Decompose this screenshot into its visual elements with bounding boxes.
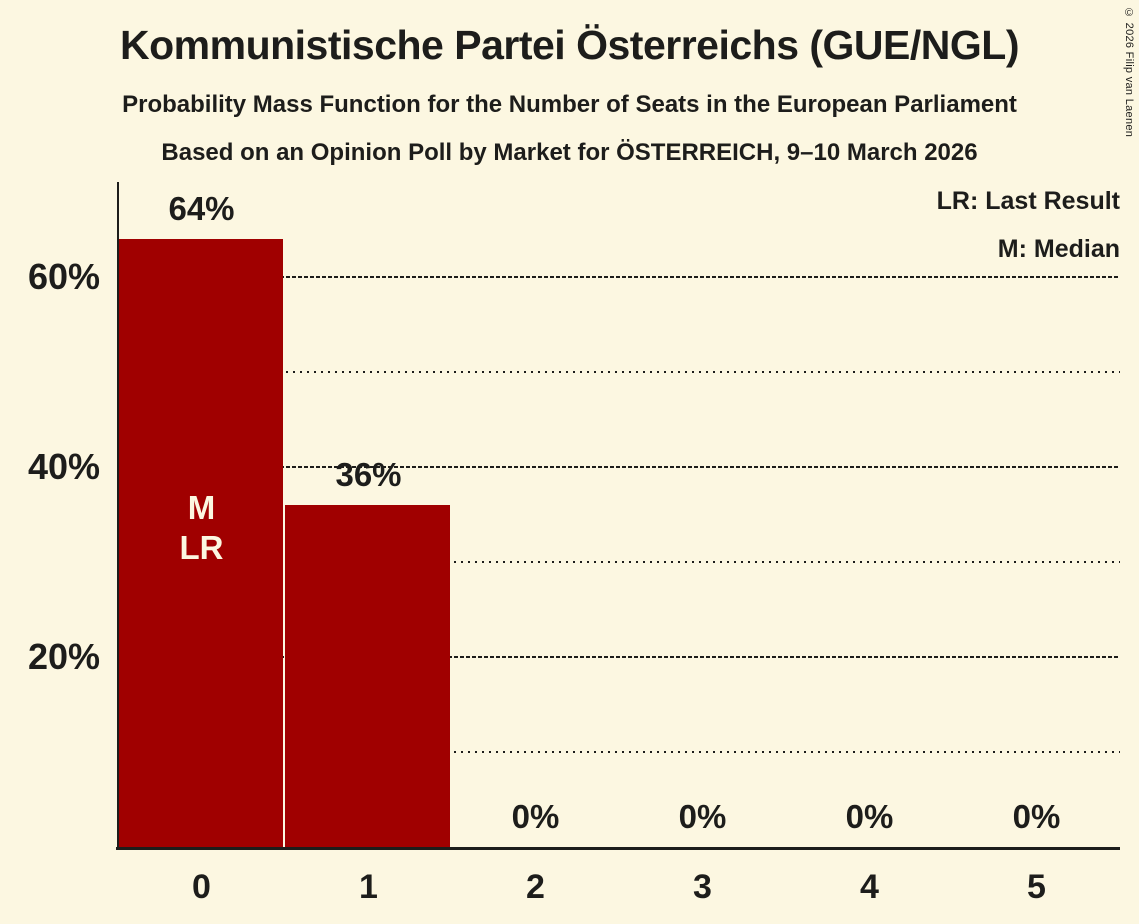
median-last-result-annotation: M LR [118,488,285,568]
gridline-minor-50pct [118,371,1120,373]
page-title: Kommunistische Partei Österreichs (GUE/N… [120,22,1019,68]
legend-last-result: LR: Last Result [936,187,1120,215]
y-tick-label-40pct: 40% [27,446,100,487]
gridline-major-40pct [118,466,1120,468]
annotation-line-m: M [187,489,216,526]
x-tick-label-1: 1 [359,868,378,906]
gridline-major-20pct [118,656,1120,658]
bar-seat-1 [285,505,450,847]
bar-value-label-seat-1: 36% [335,456,402,493]
gridline-major-60pct [118,276,1120,278]
x-tick-label-5: 5 [1027,868,1046,906]
x-axis-line [116,847,1120,850]
poll-source-line: Based on an Opinion Poll by Market for Ö… [161,139,978,166]
y-tick-label-20pct: 20% [27,636,100,677]
chart-subtitle: Probability Mass Function for the Number… [122,91,1017,118]
bar-seat-0 [118,239,283,847]
bar-value-label-seat-2: 0% [511,798,560,835]
y-axis-line [117,182,119,847]
bar-value-label-seat-5: 0% [1012,798,1061,835]
bar-value-label-seat-4: 0% [845,798,894,835]
x-tick-label-4: 4 [860,868,879,906]
x-tick-label-3: 3 [693,868,712,906]
copyright-notice: © 2026 Filip van Laenen [1123,7,1135,138]
gridline-minor-10pct [118,751,1120,753]
bar-value-label-seat-0: 64% [168,190,235,227]
annotation-line-lr: LR [179,529,224,566]
gridline-minor-30pct [118,561,1120,563]
bar-value-label-seat-3: 0% [678,798,727,835]
x-tick-label-0: 0 [192,868,211,906]
x-tick-label-2: 2 [526,868,545,906]
legend-median: M: Median [997,235,1120,263]
y-tick-label-60pct: 60% [27,256,100,297]
